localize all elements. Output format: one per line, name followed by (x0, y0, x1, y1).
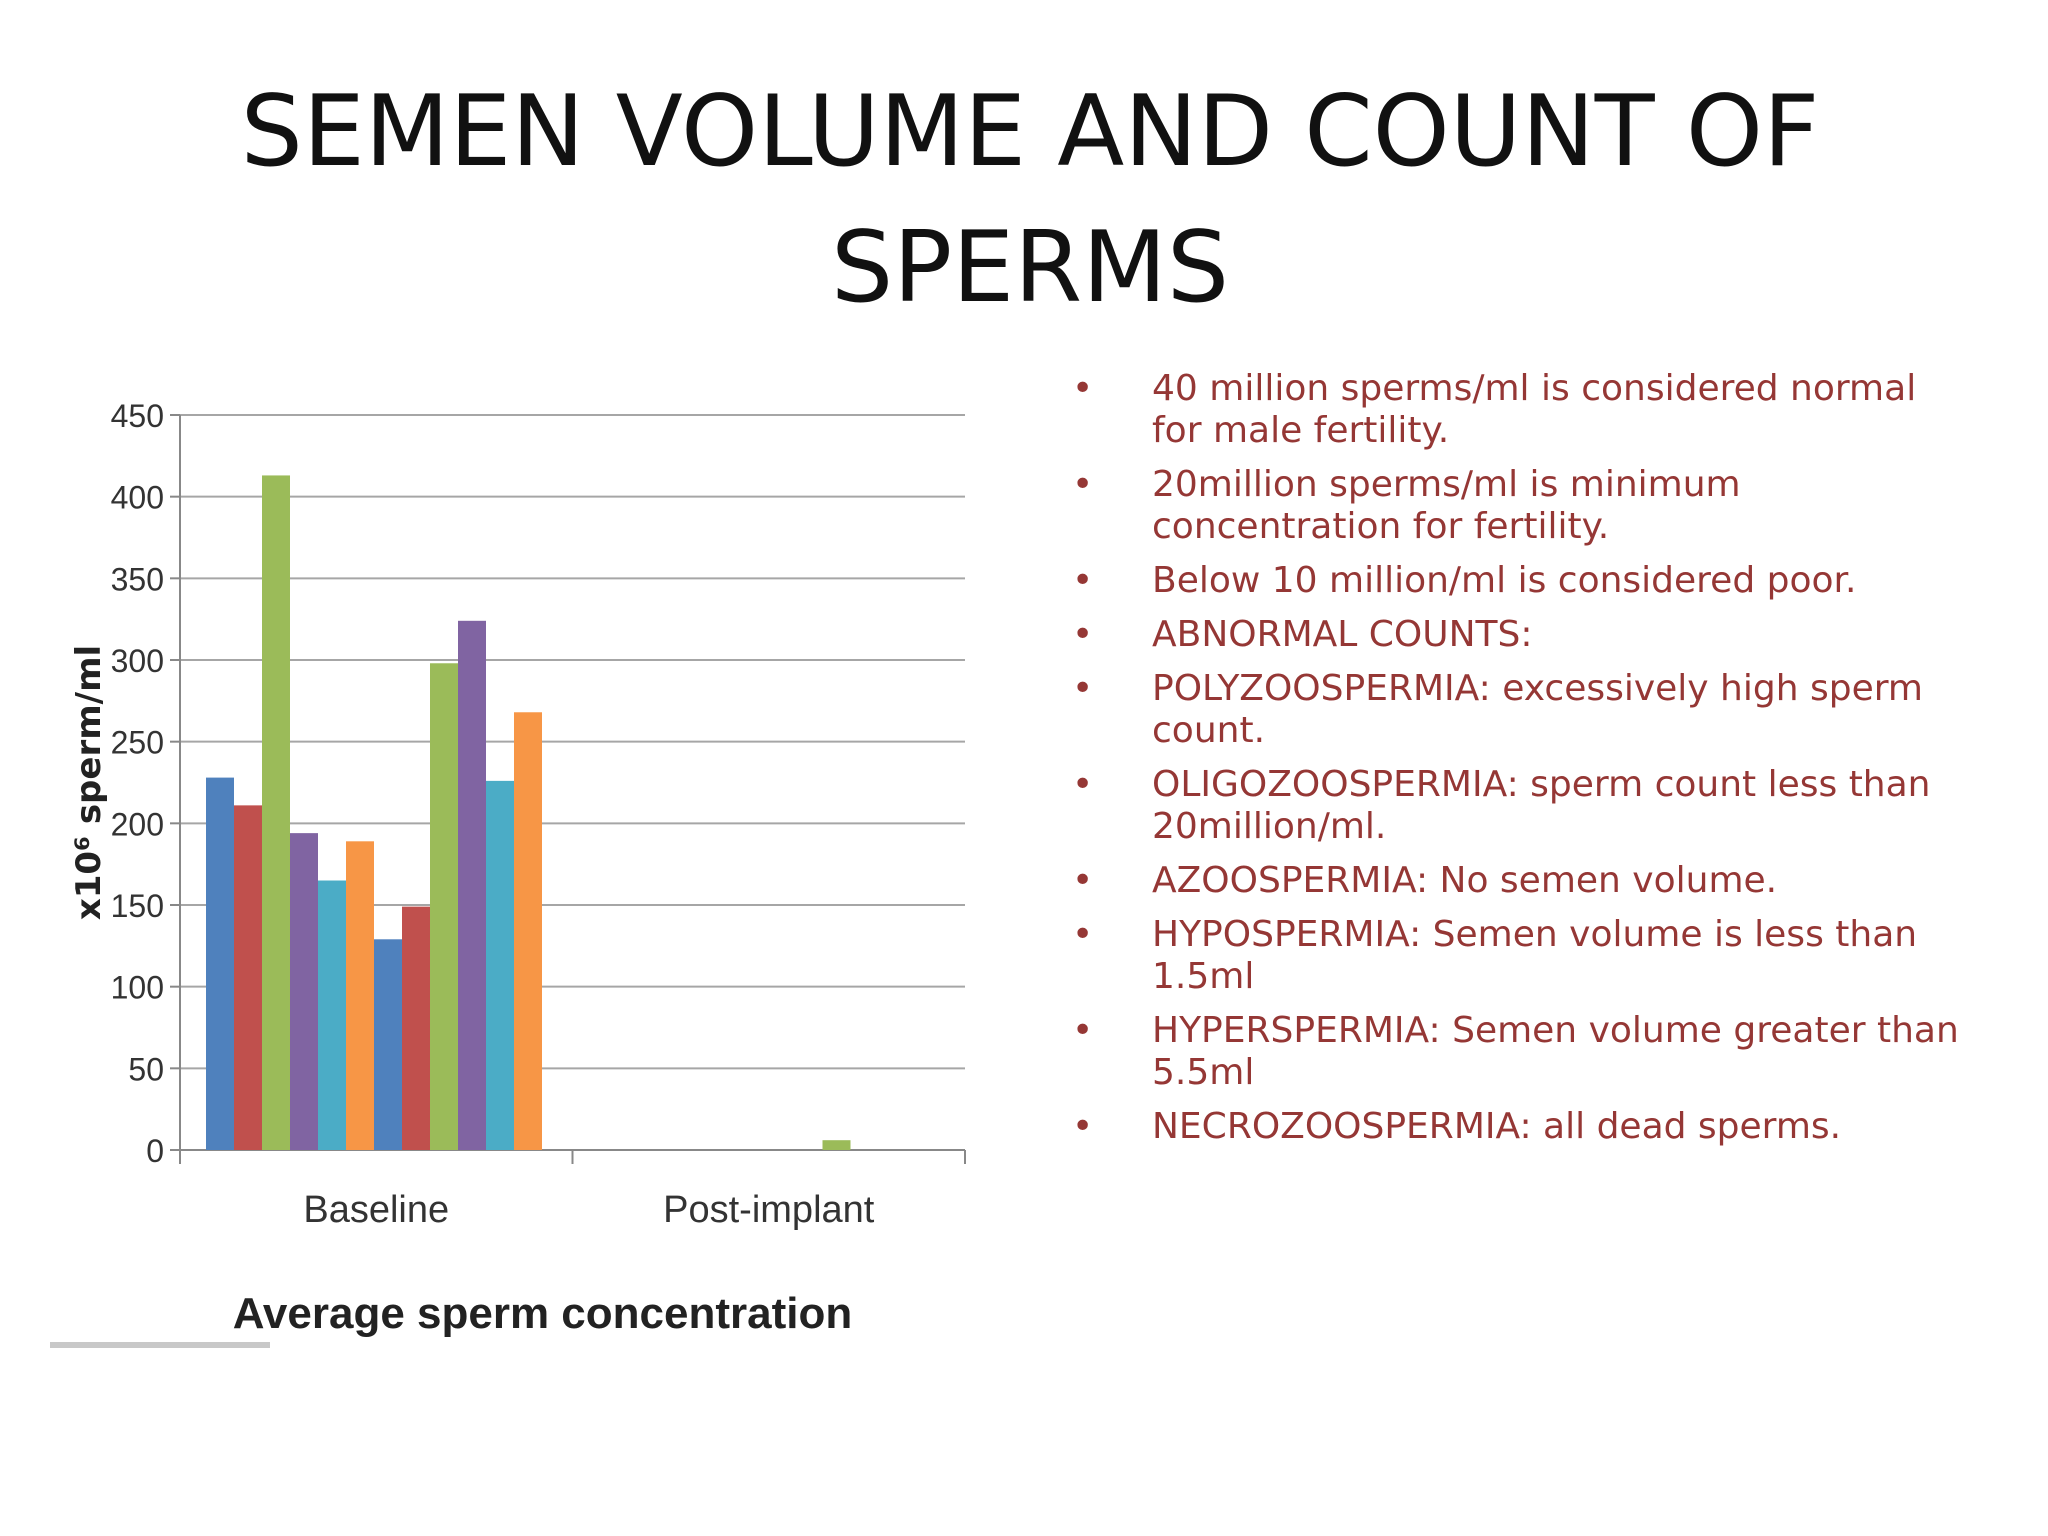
bullet-item: • HYPOSPERMIA: Semen volume is less than … (1060, 914, 1960, 998)
bar (346, 841, 374, 1150)
bullet-dot: • (1072, 860, 1094, 901)
y-tick-label: 400 (111, 480, 164, 516)
bullet-item: • 20million sperms/ml is minimum concentr… (1060, 464, 1960, 548)
bullet-item: • POLYZOOSPERMIA: excessively high sperm … (1060, 668, 1960, 752)
bar (822, 1140, 851, 1150)
y-tick-label: 350 (111, 561, 164, 597)
bullet-text: 20million sperms/ml is minimum concentra… (1152, 464, 1741, 547)
bullet-text: OLIGOZOOSPERMIA: sperm count less than 2… (1152, 764, 1931, 847)
bar (458, 620, 486, 1150)
y-tick-label: 50 (128, 1051, 164, 1087)
bullet-text: POLYZOOSPERMIA: excessively high sperm c… (1152, 668, 1923, 751)
bullet-list: • 40 million sperms/ml is considered norm… (1060, 368, 1960, 1160)
bullet-text: AZOOSPERMIA: No semen volume. (1152, 860, 1778, 901)
bullet-dot: • (1072, 614, 1094, 655)
y-tick-label: 250 (111, 725, 164, 761)
slide-title: SEMEN VOLUME AND COUNT OF SPERMS (240, 75, 1820, 325)
y-tick-label: 0 (146, 1133, 164, 1169)
y-tick-label: 150 (111, 888, 164, 924)
bullet-dot: • (1072, 668, 1094, 709)
bullet-text: Below 10 million/ml is considered poor. (1152, 560, 1857, 601)
bullet-dot: • (1072, 1106, 1094, 1147)
y-tick-label: 300 (111, 643, 164, 679)
y-tick-label: 450 (111, 398, 164, 434)
bar (234, 805, 262, 1150)
bar (290, 833, 318, 1150)
bullet-item: • HYPERSPERMIA: Semen volume greater than… (1060, 1010, 1960, 1094)
divider (50, 1342, 270, 1348)
bar (206, 777, 234, 1150)
bullet-text: HYPERSPERMIA: Semen volume greater than … (1152, 1010, 1959, 1093)
bullet-dot: • (1072, 560, 1094, 601)
bullet-dot: • (1072, 464, 1094, 505)
y-tick-label: 200 (111, 806, 164, 842)
bar (262, 475, 290, 1150)
bullet-item: • AZOOSPERMIA: No semen volume. (1060, 860, 1960, 902)
bullet-dot: • (1072, 368, 1094, 409)
bar (514, 712, 542, 1150)
bar (402, 906, 430, 1150)
bar (374, 939, 402, 1150)
bullet-item: • Below 10 million/ml is considered poor. (1060, 560, 1960, 602)
x-tick-label: Baseline (303, 1189, 449, 1231)
bullet-item: • 40 million sperms/ml is considered norm… (1060, 368, 1960, 452)
x-tick-label: Post-implant (663, 1189, 875, 1231)
bullet-item: • OLIGOZOOSPERMIA: sperm count less than … (1060, 764, 1960, 848)
chart-canvas: 0 50 100 150 200 250 300 350 400 450 Baseline Post-… (50, 398, 966, 1348)
bullet-dot: • (1072, 914, 1094, 955)
bullet-dot: • (1072, 764, 1094, 805)
bullet-text: 40 million sperms/ml is considered norma… (1152, 368, 1917, 451)
bullet-text: NECROZOOSPERMIA: all dead sperms. (1152, 1106, 1842, 1147)
bar-chart: 0 50 100 150 200 250 300 350 400 450 Baseline Post-… (50, 370, 980, 1350)
y-axis-label: x10⁶ sperm/ml (69, 645, 109, 920)
bullet-dot: • (1072, 1010, 1094, 1051)
bar (430, 663, 458, 1150)
bullet-text: ABNORMAL COUNTS: (1152, 614, 1533, 655)
bullet-text: HYPOSPERMIA: Semen volume is less than 1… (1152, 914, 1918, 997)
x-axis-label: Average sperm concentration (233, 1289, 852, 1338)
bar (318, 880, 346, 1150)
bar (486, 780, 514, 1150)
y-tick-label: 100 (111, 970, 164, 1006)
bullet-item: • ABNORMAL COUNTS: (1060, 614, 1960, 656)
bullet-item: • NECROZOOSPERMIA: all dead sperms. (1060, 1106, 1960, 1148)
